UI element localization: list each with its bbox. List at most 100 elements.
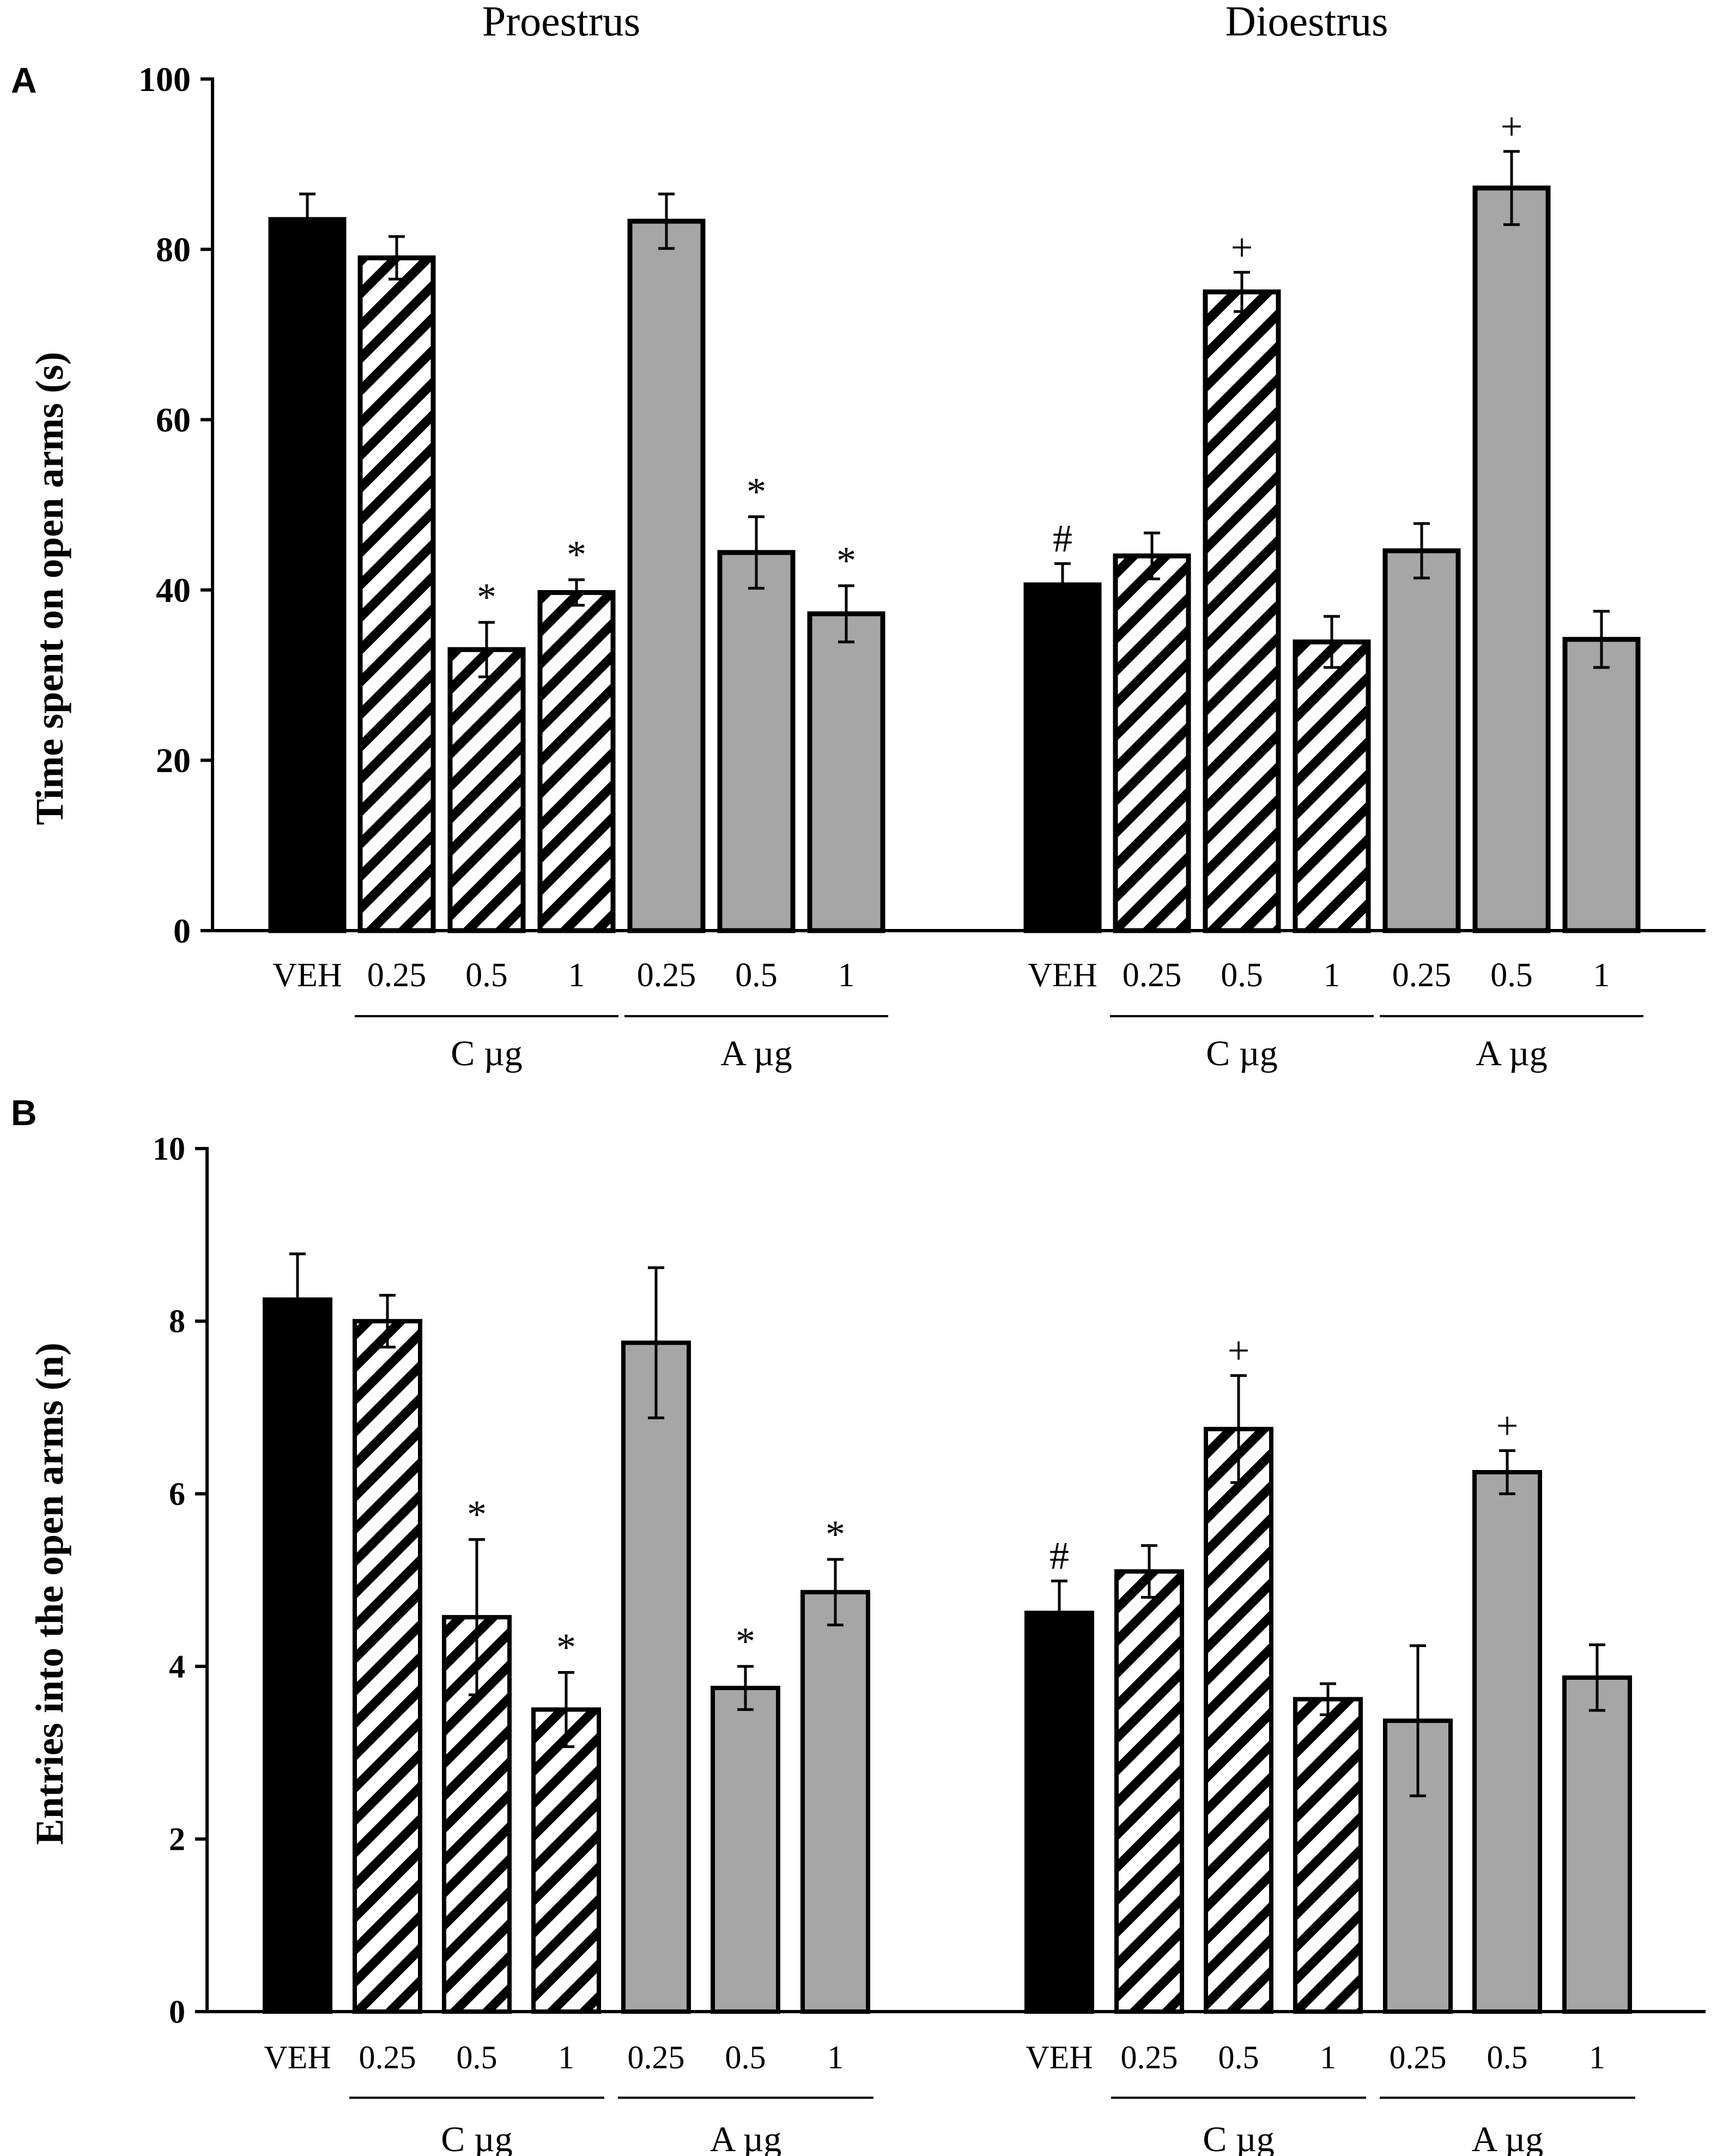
panel-b-x-label: 0.5 xyxy=(1218,2039,1259,2075)
panel-b-x-label: 0.5 xyxy=(457,2039,498,2075)
panel-b-y-tick-label: 6 xyxy=(169,1476,185,1512)
panel-a-y-axis-label: Time spent on open arms (s) xyxy=(28,352,71,825)
panel-a-treatment-label: C µg xyxy=(1206,1034,1278,1073)
panel-a-x-label: 0.25 xyxy=(367,957,427,994)
panel-a-x-label: 0.5 xyxy=(1221,957,1263,994)
panel-a-bar-proestrus-3 xyxy=(447,647,526,933)
panel-a-bar-dioestrus-1 xyxy=(1023,582,1102,933)
panel-a-y-tick-label: 60 xyxy=(156,400,191,439)
panel-a-x-label: 0.25 xyxy=(1392,957,1452,994)
panel-b-y-tick-label: 4 xyxy=(169,1649,185,1685)
panel-a-x-label: VEH xyxy=(272,957,342,994)
panel-b: B Entries into the open arms (n) 0246810… xyxy=(11,1092,1706,2156)
panel-b-bar-dioestrus-4 xyxy=(1293,1697,1363,2014)
panel-a-bar-dioestrus-4 xyxy=(1293,639,1371,933)
panel-a-x-label: 1 xyxy=(1593,957,1610,994)
panel-a-x-label: 0.25 xyxy=(637,957,696,994)
panel-b-y-tick-label: 2 xyxy=(169,1821,185,1857)
panel-a-y-tick-label: 100 xyxy=(138,60,191,99)
panel-a-significance-mark: * xyxy=(567,533,586,576)
panel-a-bar-proestrus-4 xyxy=(537,590,616,933)
panel-a-significance-mark: * xyxy=(836,539,856,582)
panel-a-x-labels: VEH 0.25 0.5 1 0.25 0.5 1 VEH 0.25 0.5 1 0.25 0.5 1 xyxy=(272,957,1610,994)
panel-b-bar-dioestrus-2 xyxy=(1114,1569,1184,2014)
panel-b-label: B xyxy=(11,1092,37,1133)
panel-a-significance-mark: + xyxy=(1231,226,1253,269)
panel-b-significance-mark: * xyxy=(467,1493,487,1536)
panel-a-significance-mark: * xyxy=(747,470,766,513)
panel-a-bar-proestrus-5 xyxy=(627,218,706,933)
panel-b-x-label: 0.25 xyxy=(1121,2039,1178,2075)
panel-b-error-bars xyxy=(289,1252,1605,1797)
panel-b-bar-proestrus-6 xyxy=(711,1686,780,2014)
panel-a-treatment-label: C µg xyxy=(451,1034,523,1073)
panel-b-significance-mark: * xyxy=(826,1513,845,1556)
panel-b-significance-mark: + xyxy=(1228,1329,1250,1372)
panel-b-significance-mark: * xyxy=(736,1619,755,1663)
panel-b-y-tick-label: 10 xyxy=(153,1131,185,1167)
panel-b-x-label: VEH xyxy=(264,2039,331,2075)
panel-b-x-label: 0.5 xyxy=(1487,2039,1528,2075)
group-title-dioestrus: Dioestrus xyxy=(1225,0,1388,45)
panel-b-significance-mark: * xyxy=(556,1625,576,1669)
panel-b-significance-mark: + xyxy=(1496,1404,1519,1447)
panel-a-significance-mark: * xyxy=(477,575,496,619)
panel-a-bar-dioestrus-6 xyxy=(1472,185,1551,933)
panel-a-bar-dioestrus-2 xyxy=(1113,553,1191,933)
panel-b-y-ticks: 0 2 4 6 8 10 xyxy=(153,1131,207,2030)
panel-a-treatment-label: A µg xyxy=(720,1034,792,1073)
panel-a-significance-mark: # xyxy=(1053,517,1072,560)
panel-b-x-label: 0.25 xyxy=(628,2039,685,2075)
panel-a-x-label: 0.5 xyxy=(465,957,508,994)
panel-a-bar-dioestrus-5 xyxy=(1382,548,1461,933)
panel-b-significance-marks: * * * * # + + xyxy=(467,1329,1518,1669)
panel-b-x-label: 1 xyxy=(558,2039,574,2075)
panel-a-x-label: 1 xyxy=(1324,957,1340,994)
panel-a-x-label: 0.25 xyxy=(1123,957,1182,994)
panel-a-y-tick-label: 80 xyxy=(156,230,191,269)
panel-b-bar-proestrus-2 xyxy=(353,1319,422,2014)
panel-b-bar-dioestrus-6 xyxy=(1472,1470,1542,2014)
panel-b-bars xyxy=(263,1297,1632,2014)
panel-b-bar-dioestrus-3 xyxy=(1204,1426,1273,2014)
panel-a-y-tick-label: 20 xyxy=(156,741,191,780)
panel-a-bars xyxy=(268,185,1641,933)
panel-a-x-label: 1 xyxy=(568,957,585,994)
panel-a-label: A xyxy=(11,60,37,100)
panel-a-y-tick-label: 40 xyxy=(156,571,191,610)
panel-a-bar-proestrus-2 xyxy=(357,255,436,933)
panel-b-bar-proestrus-4 xyxy=(531,1707,601,2014)
panel-a-bar-proestrus-1 xyxy=(268,217,347,933)
panel-a-x-label: 1 xyxy=(838,957,855,994)
panel-b-x-label: 1 xyxy=(827,2039,844,2075)
panel-b-x-label: 0.5 xyxy=(725,2039,766,2075)
panel-a-error-bars xyxy=(299,150,1610,678)
panel-b-bar-dioestrus-7 xyxy=(1562,1675,1632,2014)
panel-a-y-tick-label: 0 xyxy=(173,912,191,950)
panel-a: A Time spent on open arms (s) 0 20 40 60 80 1… xyxy=(11,60,1706,1073)
panel-b-x-label: VEH xyxy=(1026,2039,1093,2075)
panel-b-y-tick-label: 8 xyxy=(169,1303,185,1339)
panel-b-x-label: 1 xyxy=(1589,2039,1605,2075)
panel-b-treatment-brackets: C µg A µg C µg A µg xyxy=(349,2097,1635,2156)
panel-b-x-label: 0.25 xyxy=(1390,2039,1447,2075)
panel-a-x-label: 0.5 xyxy=(735,957,778,994)
panel-b-y-tick-label: 0 xyxy=(169,1994,185,2030)
panel-a-bar-proestrus-7 xyxy=(807,611,885,933)
panel-a-significance-marks: * * * * # + + xyxy=(477,105,1522,619)
panel-b-treatment-label: A µg xyxy=(710,2119,782,2156)
panel-a-treatment-label: A µg xyxy=(1476,1034,1548,1073)
panel-b-treatment-label: A µg xyxy=(1472,2119,1544,2156)
panel-b-significance-mark: # xyxy=(1049,1534,1069,1578)
panel-b-y-axis-label: Entries into the open arms (n) xyxy=(28,1343,71,1845)
panel-b-bar-proestrus-7 xyxy=(800,1590,870,2014)
panel-a-significance-mark: + xyxy=(1501,105,1523,148)
panel-a-bar-dioestrus-7 xyxy=(1562,636,1641,933)
panel-a-x-label: VEH xyxy=(1028,957,1097,994)
group-title-proestrus: Proestrus xyxy=(482,0,640,45)
panel-a-x-label: 0.5 xyxy=(1490,957,1533,994)
panel-a-bar-dioestrus-3 xyxy=(1203,289,1281,933)
panel-b-x-label: 0.25 xyxy=(359,2039,416,2075)
panel-b-x-label: 1 xyxy=(1320,2039,1336,2075)
